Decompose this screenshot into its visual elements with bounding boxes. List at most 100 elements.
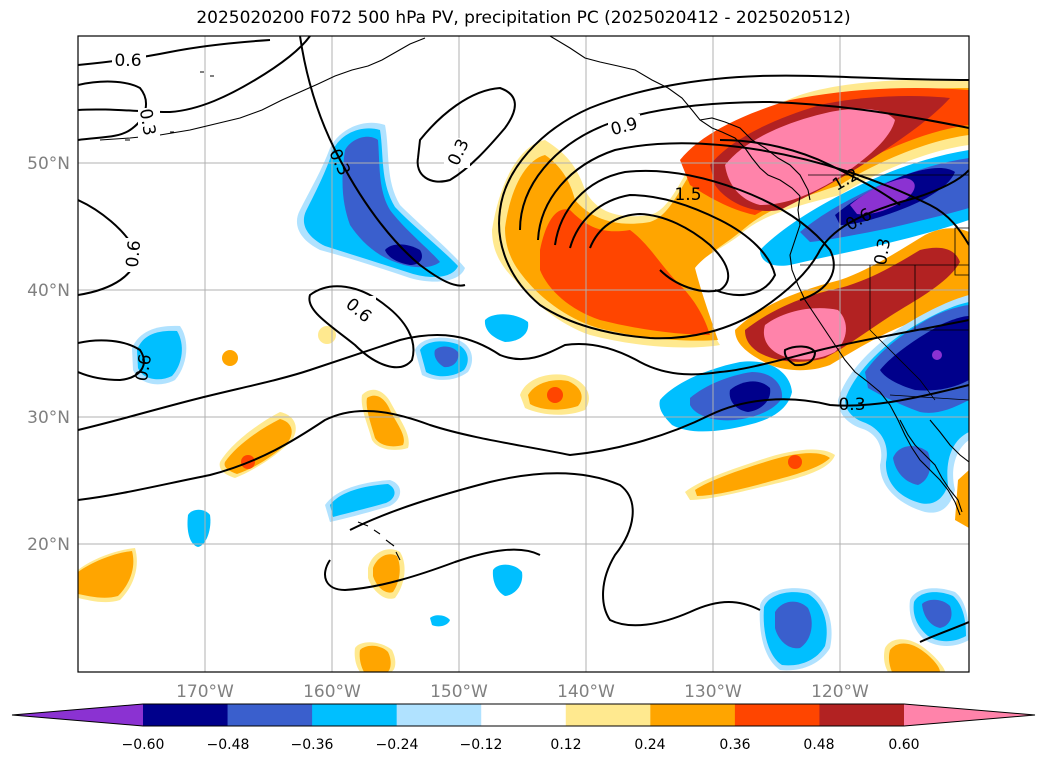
contour-label: 0.6 bbox=[132, 353, 156, 383]
colorbar bbox=[11, 703, 1036, 727]
pv-contour-0.6-small-loop bbox=[308, 285, 415, 369]
lat-label: 50°N bbox=[27, 154, 70, 174]
precip-area-small-cyan-4 bbox=[430, 615, 450, 627]
precip-area-small-cyan-3 bbox=[492, 564, 523, 596]
precip-area-baja-edge bbox=[955, 470, 969, 528]
colorbar-tick-label: 0.24 bbox=[634, 737, 665, 753]
pv-contour-0.3-gulf-loop bbox=[416, 86, 516, 183]
precip-positive-areas bbox=[78, 79, 969, 672]
latitude-labels: 50°N 40°N 30°N 20°N bbox=[27, 154, 70, 555]
map-panel: 0.6 0.3 0.3 0.9 1.5 0.6 0.6 0.6 0.3 0.3 … bbox=[78, 36, 969, 672]
colorbar-swatch bbox=[481, 704, 567, 726]
state-border-5 bbox=[889, 394, 969, 401]
colorbar-swatch bbox=[227, 704, 313, 726]
lat-label: 20°N bbox=[27, 535, 70, 555]
precip-area-hawaii-west-royal bbox=[434, 346, 459, 368]
pv-contour-trough-outer bbox=[498, 169, 969, 340]
pv-contour-0.3-gulf bbox=[299, 36, 466, 287]
precip-area-ne-pacific-red bbox=[540, 209, 710, 335]
pv-contour-0.3-south-loop-2 bbox=[324, 548, 541, 592]
precip-area-bc-wa-purple bbox=[850, 178, 915, 215]
precip-area-small-cyan-1 bbox=[484, 314, 529, 342]
colorbar-ticks: −0.60 −0.48 −0.36 −0.24 −0.12 0.12 0.24 … bbox=[122, 737, 920, 753]
colorbar-tick-label: 0.48 bbox=[803, 737, 834, 753]
coastline-aleutian-dots bbox=[125, 71, 214, 141]
precip-area-baja-royal bbox=[893, 446, 931, 485]
precip-area-se-corner-orange bbox=[888, 643, 940, 672]
precip-area-socal-baja-navy bbox=[880, 316, 969, 391]
precip-area-socal-baja-purple bbox=[932, 350, 942, 360]
pv-contour-trough-5 bbox=[569, 193, 777, 296]
pv-contours bbox=[78, 36, 969, 643]
lon-label: 170°W bbox=[176, 682, 234, 702]
coastline-baja-east bbox=[929, 419, 969, 463]
precip-area-far-se-royal bbox=[922, 599, 952, 628]
pv-contour-0.3-band-2 bbox=[78, 319, 969, 431]
lat-label: 40°N bbox=[27, 281, 70, 301]
coastline-alaska-peninsula bbox=[99, 37, 426, 141]
pv-contour-0.3-south-loop bbox=[349, 472, 761, 627]
colorbar-tick-label: −0.48 bbox=[207, 737, 250, 753]
longitude-labels: 170°W 160°W 150°W 140°W 130°W 120°W bbox=[176, 682, 869, 702]
colorbar-tick-label: −0.24 bbox=[376, 737, 419, 753]
contour-label: 1.5 bbox=[674, 185, 701, 205]
precip-area-hawaii-south-orange bbox=[373, 554, 400, 593]
colorbar-swatch bbox=[396, 704, 482, 726]
colorbar-tick-label: 0.60 bbox=[888, 737, 919, 753]
colorbar-swatch bbox=[143, 704, 229, 726]
pv-contour-0.3-band-1 bbox=[78, 384, 969, 501]
coastline-west-us bbox=[789, 195, 961, 516]
precip-area-south-hawaii-small-orange bbox=[359, 645, 391, 672]
colorbar-extend-min bbox=[12, 704, 143, 726]
colorbar-swatch bbox=[312, 704, 398, 726]
precip-area-central-north-orange bbox=[366, 395, 404, 447]
pv-contour-1.2 bbox=[719, 139, 901, 206]
coastline-baja-west bbox=[899, 419, 963, 513]
lon-label: 150°W bbox=[430, 682, 488, 702]
contour-label: 0.6 bbox=[123, 240, 145, 269]
precip-area-gulf-of-alaska-royal bbox=[342, 136, 440, 268]
precip-area-california-pink bbox=[763, 308, 846, 360]
precip-area-hawaii-ne-red bbox=[547, 387, 563, 403]
lat-label: 30°N bbox=[27, 408, 70, 428]
colorbar-tick-label: −0.36 bbox=[291, 737, 334, 753]
map-frame bbox=[77, 35, 970, 673]
pv-contour-0.3-dateline bbox=[78, 80, 147, 141]
precip-area-hawaii-north-cyan-inner bbox=[330, 484, 395, 517]
colorbar-swatch bbox=[734, 704, 820, 726]
state-border-3 bbox=[869, 265, 936, 401]
precip-area-sw-corner-orange bbox=[78, 551, 134, 598]
contour-label: 0.3 bbox=[871, 237, 895, 267]
colorbar-swatch bbox=[819, 704, 905, 726]
coastline-bc bbox=[699, 117, 811, 201]
precip-area-subtropical-east-red bbox=[788, 455, 802, 469]
pv-contour-trough-2 bbox=[519, 100, 969, 231]
colorbar-tick-label: 0.36 bbox=[719, 737, 750, 753]
lon-label: 130°W bbox=[684, 682, 742, 702]
pv-contour-trough-4 bbox=[554, 169, 835, 301]
state-border-6 bbox=[954, 227, 969, 276]
lon-label: 120°W bbox=[811, 682, 869, 702]
lon-label: 140°W bbox=[557, 682, 615, 702]
pv-contour-trough-3 bbox=[537, 142, 969, 246]
precip-area-south-east-royal bbox=[775, 601, 812, 649]
pv-contour-trough-6 bbox=[589, 212, 730, 293]
pv-contour-0.6-dateline-loop bbox=[78, 339, 145, 382]
colorbar-tick-label: −0.12 bbox=[460, 737, 503, 753]
pv-contour-ca-loop bbox=[783, 345, 817, 367]
colorbar-tick-label: 0.12 bbox=[550, 737, 581, 753]
lon-label: 160°W bbox=[303, 682, 361, 702]
precip-area-small-dateline-cyan bbox=[137, 330, 182, 380]
contour-label: 0.6 bbox=[114, 51, 141, 71]
pv-contour-0.6-northwest bbox=[78, 36, 311, 114]
contour-label: 0.3 bbox=[135, 107, 159, 137]
colorbar-tick-label: −0.60 bbox=[122, 737, 165, 753]
contour-label: 0.3 bbox=[838, 395, 865, 415]
figure-title: 2025020200 F072 500 hPa PV, precipitatio… bbox=[196, 8, 851, 28]
colorbar-swatch bbox=[650, 704, 736, 726]
pv-contour-trough-1 bbox=[499, 74, 969, 211]
precip-area-small-dot-west bbox=[222, 350, 238, 366]
colorbar-extend-max bbox=[904, 704, 1035, 726]
colorbar-outline bbox=[11, 703, 1036, 727]
